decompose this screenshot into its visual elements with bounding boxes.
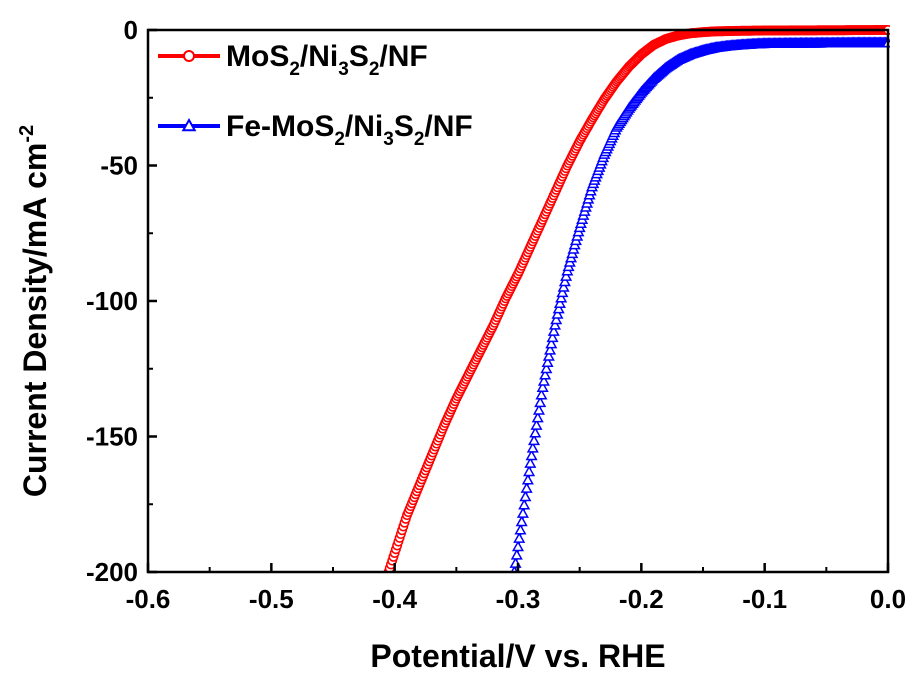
data-point — [539, 368, 552, 380]
series-layer — [383, 25, 890, 572]
data-point — [514, 523, 527, 535]
data-point — [511, 540, 525, 552]
y-tick-label: -150 — [86, 422, 138, 452]
data-point — [556, 286, 569, 298]
data-point — [530, 419, 543, 430]
data-point — [532, 403, 545, 415]
data-point — [526, 441, 539, 453]
data-point — [515, 515, 528, 527]
data-point — [548, 318, 562, 330]
y-axis-title: Current Density/mA cm-2 — [16, 125, 53, 497]
legend-label: MoS2/Ni3S2/NF — [226, 40, 428, 80]
data-point — [541, 356, 554, 368]
y-tick-label: -100 — [86, 286, 138, 316]
y-axis-title-main: Current Density/mA cm — [17, 143, 53, 497]
ticks-layer: -0.6 -0.5 -0.4 -0.3 -0.2 -0.1 0.0 0 -50 -100 -150 -… — [86, 15, 906, 614]
series-mos2-ni3s2-nf — [383, 25, 890, 572]
data-point — [542, 350, 555, 361]
legend: MoS2/Ni3S2/NF Fe-MoS2/Ni3S2/NF — [158, 40, 473, 150]
data-point — [545, 337, 558, 349]
y-axis-title-superscript: -2 — [16, 125, 38, 143]
data-point — [544, 343, 557, 355]
data-point — [540, 362, 553, 374]
data-point — [553, 297, 566, 308]
series-fe-mos2-ni3s2-nf — [509, 36, 890, 572]
x-tick-label: -0.1 — [742, 584, 787, 614]
data-point — [535, 388, 548, 400]
x-tick-label: -0.4 — [372, 584, 417, 614]
x-axis-title: Potential/V vs. RHE — [370, 638, 665, 674]
data-point — [521, 473, 534, 485]
y-tick-label: 0 — [124, 15, 138, 45]
series-line — [512, 41, 888, 572]
data-point — [528, 434, 541, 446]
x-tick-label: 0.0 — [870, 584, 906, 614]
data-point — [550, 313, 563, 325]
data-point — [525, 449, 538, 461]
legend-entry: MoS2/Ni3S2/NF — [158, 40, 428, 80]
data-point — [558, 275, 571, 287]
data-point — [551, 308, 564, 319]
data-point — [520, 482, 533, 493]
legend-marker — [183, 50, 195, 62]
data-point — [524, 457, 537, 468]
data-point — [557, 280, 570, 292]
legend-entry: Fe-MoS2/Ni3S2/NF — [158, 110, 473, 150]
x-tick-label: -0.6 — [126, 584, 171, 614]
data-point — [516, 507, 529, 518]
x-tick-label: -0.5 — [249, 584, 294, 614]
data-point — [555, 291, 568, 303]
data-point — [560, 270, 573, 281]
data-point — [537, 374, 550, 386]
data-point — [534, 396, 547, 408]
x-tick-label: -0.3 — [496, 584, 541, 614]
data-point — [531, 411, 544, 423]
legend-marker — [181, 117, 197, 132]
x-tick-label: -0.2 — [619, 584, 664, 614]
data-point — [529, 426, 542, 438]
legend-label: Fe-MoS2/Ni3S2/NF — [226, 110, 473, 150]
data-point — [510, 548, 523, 560]
data-point — [523, 465, 536, 477]
data-point — [547, 325, 560, 336]
y-tick-label: -200 — [86, 557, 138, 587]
data-point — [536, 381, 549, 392]
y-tick-label: -50 — [100, 151, 138, 181]
data-point — [552, 302, 565, 314]
data-point — [513, 532, 526, 543]
data-point — [519, 490, 532, 502]
data-point — [546, 331, 559, 343]
data-point — [518, 498, 531, 510]
